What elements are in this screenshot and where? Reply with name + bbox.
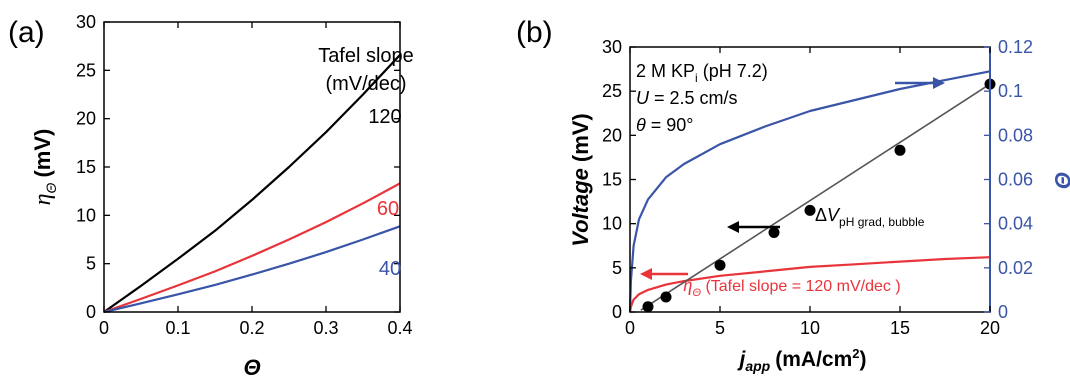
panel-b-deltav-fit-line [640, 83, 991, 311]
panel-b-theta-line [628, 70, 991, 313]
panel-a-label: (a) [8, 16, 45, 49]
panel-b-eta-line [628, 256, 991, 313]
panel-b-x-axis-title: japp (mA/cm2) [737, 346, 867, 374]
panel-b-x-tick-label: 10 [800, 318, 820, 338]
panel-a-y-axis-title: ηΘ(mV) [30, 129, 59, 206]
panel-b-ticks: 0 5 10 15 2005101520253000.020.040.060.080.1… [602, 37, 1033, 338]
panel-b-deltav-point [642, 301, 654, 313]
panel-a-plot-area [103, 54, 401, 314]
panel-b-y-tick-label: 0 [612, 302, 622, 322]
series-label-60: 60 [377, 198, 399, 220]
panel-a-ticks: 0 0.1 0.2 0.3 0.4 0 5 10 15 20 25 30 [76, 12, 413, 338]
legend-title-line-2: (mV/dec) [325, 73, 406, 95]
conditions-velocity: U = 2.5 cm/s [636, 88, 738, 108]
panel-b-y2-axis-title: Θ [1050, 171, 1070, 188]
panel-a-x-tick-label: 0.1 [165, 318, 190, 338]
panel-a-y-tick-label: 15 [76, 157, 96, 177]
panel-a-x-tick-label: 0.3 [313, 318, 338, 338]
panel-a-x-axis-title: Θ [243, 355, 260, 377]
panel-a-y-tick-label: 10 [76, 205, 96, 225]
panel-b-y-tick-label: 10 [602, 214, 622, 234]
panel-b-y2-tick-label: 0.06 [998, 170, 1033, 190]
conditions-angle: θ = 90° [636, 115, 694, 135]
panel-b-y-tick-label: 20 [602, 125, 622, 145]
panel-a-x-tick-label: 0 [99, 318, 109, 338]
panel-b-y2-tick-label: 0 [998, 302, 1008, 322]
panel-b-x-tick-label: 20 [980, 318, 1000, 338]
legend-title-line-1: Tafel slope [318, 45, 414, 67]
panel-a: (a) 0 0.1 0.2 0.3 0.4 0 5 10 15 20 25 30 Tafel slop… [8, 12, 414, 377]
panel-b-y-axis-title: Voltage(mV) [568, 113, 593, 247]
panel-b-x-tick-label: 15 [890, 318, 910, 338]
panel-a-x-tick-label: 0.4 [387, 318, 412, 338]
arrow-deltav-to-left-axis [727, 221, 780, 233]
panel-a-series-60-line [103, 182, 401, 314]
panel-b-deltav-point [714, 259, 726, 271]
panel-b: (b) 0 5 10 15 2005101520253000.020.040.060.0… [516, 16, 1070, 374]
panel-b-label: (b) [516, 16, 553, 49]
delta-v-label: ΔVpH grad, bubble [815, 205, 925, 229]
panel-a-y-tick-label: 25 [76, 60, 96, 80]
series-label-120: 120 [368, 106, 401, 128]
arrow-theta-to-right-axis [895, 77, 945, 89]
panel-b-plot-area [628, 70, 996, 313]
panel-b-y2-tick-label: 0.02 [998, 258, 1033, 278]
panel-b-x-tick-label: 0 [625, 318, 635, 338]
panel-b-y2-tick-label: 0.1 [998, 81, 1023, 101]
conditions-electrolyte: 2 M KPi (pH 7.2) [636, 61, 768, 85]
panel-b-y2-tick-label: 0.04 [998, 214, 1033, 234]
panel-a-y-tick-label: 0 [86, 302, 96, 322]
panel-a-y-tick-label: 5 [86, 254, 96, 274]
panel-b-x-tick-label: 5 [715, 318, 725, 338]
panel-b-deltav-point [804, 204, 816, 216]
eta-theta-label: ηΘ (Tafel slope = 120 mV/dec ) [683, 275, 901, 299]
panel-b-y-tick-label: 5 [612, 258, 622, 278]
arrow-eta-to-left-axis [640, 268, 688, 280]
panel-b-deltav-point [894, 144, 906, 156]
panel-b-y-tick-label: 25 [602, 81, 622, 101]
panel-a-x-tick-label: 0.2 [239, 318, 264, 338]
panel-b-y2-tick-label: 0.08 [998, 125, 1033, 145]
panel-b-deltav-point [660, 291, 672, 303]
panel-a-series-120-line [103, 54, 401, 313]
panel-a-y-tick-label: 30 [76, 12, 96, 32]
panel-a-y-tick-label: 20 [76, 109, 96, 129]
series-label-40: 40 [379, 258, 401, 280]
panel-b-y2-tick-label: 0.12 [998, 37, 1033, 57]
panel-a-series-40-line [103, 225, 401, 314]
panel-b-deltav-point [768, 227, 780, 238]
panel-b-y-tick-label: 15 [602, 170, 622, 190]
panel-b-y-tick-label: 30 [602, 37, 622, 57]
